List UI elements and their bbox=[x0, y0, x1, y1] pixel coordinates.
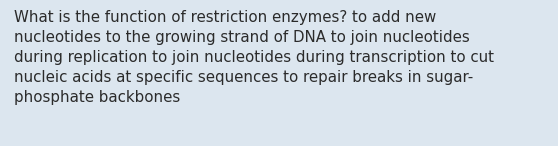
Text: What is the function of restriction enzymes? to add new
nucleotides to the growi: What is the function of restriction enzy… bbox=[14, 10, 494, 105]
